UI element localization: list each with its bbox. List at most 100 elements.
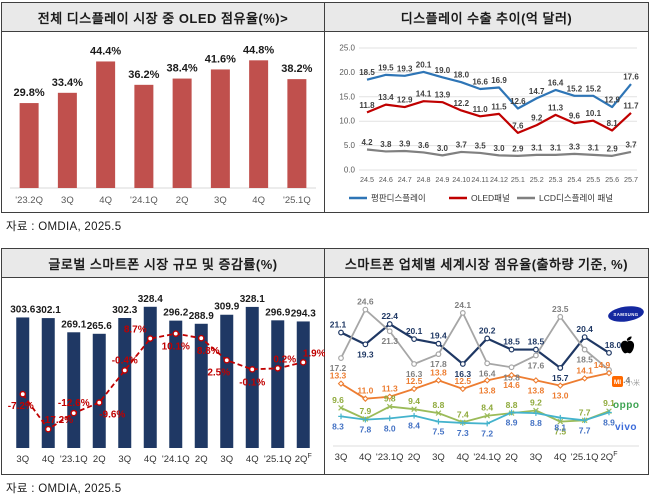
panel-vendor-share: 3Q 4Q '23.1Q 2Q 3Q 4Q '24.1Q 2Q 3Q 4Q '25.1Q 2QF 21.…: [325, 278, 648, 474]
svg-text:33.4%: 33.4%: [52, 77, 83, 89]
svg-text:'24.1Q: '24.1Q: [473, 452, 501, 463]
svg-text:4Q: 4Q: [144, 454, 157, 465]
svg-text:8.8%: 8.8%: [197, 346, 220, 357]
svg-text:2.9: 2.9: [607, 144, 619, 153]
svg-text:12.9: 12.9: [397, 96, 413, 105]
svg-text:4Q: 4Q: [359, 452, 372, 463]
svg-text:16.6: 16.6: [472, 77, 488, 86]
svg-text:-0.1%: -0.1%: [239, 377, 265, 388]
svg-text:20.1: 20.1: [406, 326, 423, 336]
svg-text:4.2: 4.2: [361, 138, 373, 147]
svg-text:9.2: 9.2: [531, 114, 543, 123]
svg-text:11.0: 11.0: [357, 386, 373, 396]
svg-text:16.3: 16.3: [406, 369, 423, 379]
svg-text:38.4%: 38.4%: [167, 63, 198, 75]
svg-text:15.2: 15.2: [567, 84, 583, 93]
svg-text:302.3: 302.3: [112, 305, 137, 316]
svg-text:19.0: 19.0: [435, 66, 451, 75]
svg-text:3.7: 3.7: [456, 140, 468, 149]
svg-text:2Q: 2Q: [408, 452, 421, 463]
svg-text:17.6: 17.6: [528, 360, 545, 370]
svg-text:12.9: 12.9: [604, 96, 620, 105]
svg-text:8.0: 8.0: [384, 423, 396, 433]
svg-text:3.1: 3.1: [550, 143, 562, 152]
svg-text:294.3: 294.3: [291, 308, 316, 319]
svg-text:7.5: 7.5: [433, 427, 445, 437]
svg-text:3.7: 3.7: [625, 140, 637, 149]
svg-text:24.1: 24.1: [455, 300, 472, 310]
oled-share-bar-chart: 29.8% '23.2Q 33.4% 3Q 44.4% 4Q 36.2% '24.1Q 38.4…: [10, 44, 316, 206]
svg-text:3.0: 3.0: [493, 144, 505, 153]
svg-text:18.5: 18.5: [576, 355, 593, 365]
svg-text:0.0: 0.0: [344, 166, 356, 175]
svg-text:23.5: 23.5: [552, 304, 569, 314]
svg-text:10.0: 10.0: [339, 117, 355, 126]
svg-text:302.1: 302.1: [36, 305, 61, 316]
svg-text:2QF: 2QF: [295, 453, 312, 465]
svg-text:14.1: 14.1: [416, 90, 432, 99]
svg-text:8.8: 8.8: [530, 418, 542, 428]
svg-text:14.1: 14.1: [576, 365, 593, 375]
svg-text:2QF: 2QF: [601, 451, 618, 463]
svg-text:MI: MI: [614, 379, 621, 386]
apple-logo: [620, 336, 635, 354]
svg-text:9.2: 9.2: [530, 397, 542, 407]
svg-text:29.8%: 29.8%: [14, 87, 45, 99]
svg-text:19.3: 19.3: [357, 349, 374, 359]
svg-text:25.2: 25.2: [530, 175, 544, 184]
svg-text:7.7: 7.7: [579, 425, 591, 435]
svg-text:5.0: 5.0: [344, 141, 356, 150]
svg-text:4Q: 4Q: [99, 195, 112, 206]
svg-text:9.4: 9.4: [408, 396, 420, 406]
svg-text:24.9: 24.9: [435, 175, 449, 184]
svg-text:9.6: 9.6: [332, 395, 344, 405]
svg-text:OLED패널: OLED패널: [471, 193, 510, 203]
svg-text:24.8: 24.8: [417, 175, 431, 184]
svg-text:24.6: 24.6: [379, 175, 393, 184]
svg-text:18.5: 18.5: [503, 337, 520, 347]
svg-text:25.7: 25.7: [624, 175, 638, 184]
svg-text:7.7: 7.7: [579, 407, 591, 417]
svg-text:3Q: 3Q: [220, 454, 233, 465]
panel-display-export: 25.0 20.0 15.0 10.0 5.0 0.0 24.5 24.6 24.7 24.8 24…: [325, 32, 648, 212]
svg-text:18.5: 18.5: [359, 68, 375, 77]
svg-text:2Q: 2Q: [505, 452, 518, 463]
top-chart-block: 전체 디스플레이 시장 중 OLED 점유율(%)> 디스플레이 수출 추이(억…: [1, 2, 649, 213]
svg-text:3.0: 3.0: [437, 144, 449, 153]
svg-text:12.5: 12.5: [406, 376, 423, 386]
display-export-line-chart: 25.0 20.0 15.0 10.0 5.0 0.0 24.5 24.6 24.7 24.8 24…: [339, 44, 639, 204]
svg-text:7.6: 7.6: [512, 121, 524, 130]
svg-text:8.9: 8.9: [506, 417, 518, 427]
svg-text:296.2: 296.2: [163, 308, 188, 319]
svg-text:-0.4%: -0.4%: [112, 355, 138, 366]
svg-text:'23.2Q: '23.2Q: [15, 195, 43, 206]
svg-text:-9.6%: -9.6%: [99, 410, 125, 421]
panel-title-oled-share: 전체 디스플레이 시장 중 OLED 점유율(%)>: [2, 3, 325, 32]
svg-text:-17.2%: -17.2%: [41, 415, 73, 426]
vivo-logo: vivo: [615, 422, 637, 433]
svg-text:41.6%: 41.6%: [205, 53, 236, 65]
svg-text:SAMSUNG: SAMSUNG: [613, 312, 638, 317]
svg-text:10.1%: 10.1%: [162, 342, 190, 353]
svg-text:3Q: 3Q: [530, 452, 543, 463]
svg-text:'23.1Q: '23.1Q: [376, 452, 404, 463]
svg-text:3.1: 3.1: [588, 143, 600, 152]
svg-text:11.8: 11.8: [359, 101, 375, 110]
svg-text:18.5: 18.5: [528, 337, 545, 347]
svg-text:'24.1Q: '24.1Q: [130, 195, 158, 206]
svg-text:25.0: 25.0: [339, 44, 355, 53]
svg-text:13.4: 13.4: [378, 93, 394, 102]
svg-text:8.8: 8.8: [433, 400, 445, 410]
svg-text:2.9: 2.9: [512, 144, 524, 153]
svg-text:3Q: 3Q: [118, 454, 131, 465]
svg-text:16.4: 16.4: [479, 368, 496, 378]
svg-text:14.9: 14.9: [594, 360, 611, 370]
svg-text:3Q: 3Q: [432, 452, 445, 463]
svg-text:11.5: 11.5: [491, 102, 507, 111]
svg-text:296.9: 296.9: [265, 307, 290, 318]
svg-text:14.7: 14.7: [529, 87, 545, 96]
svg-text:11.0: 11.0: [473, 105, 489, 114]
svg-text:328.1: 328.1: [240, 294, 265, 305]
svg-text:13.0: 13.0: [552, 391, 569, 401]
svg-text:12.5: 12.5: [455, 376, 472, 386]
